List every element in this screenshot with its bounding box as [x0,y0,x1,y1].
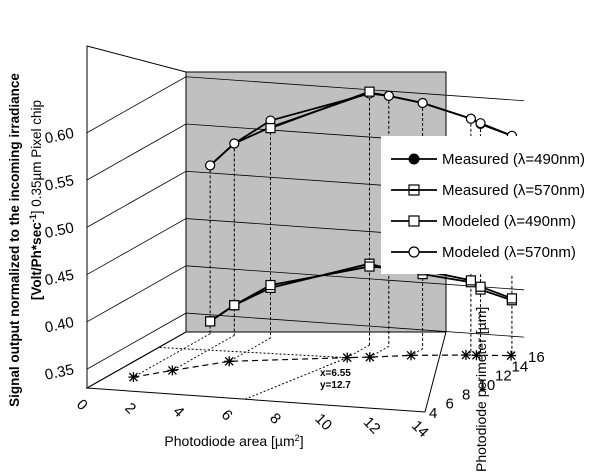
series-line [270,90,370,129]
y-tick-label: 0.40 [43,314,75,337]
legend-label: Modeled (λ=570nm) [442,244,576,261]
z-tick-label: 4 [429,405,437,422]
annotation-y: y=12.7 [320,380,351,391]
z-tick-label: 16 [528,349,545,366]
x-tick-label: 2 [121,400,139,418]
marker-open-square [465,275,476,286]
drop-line-floor [229,337,271,362]
marker-open-square [364,261,375,272]
floor-star-marker [167,365,178,376]
marker-open-circle [475,118,486,129]
annotation-leader [158,346,348,400]
marker-open-circle [229,138,240,149]
y-tick-label: 0.55 [43,172,75,195]
left-wall [86,45,187,389]
marker-half-square-bar [409,189,419,191]
marker-open-circle [408,246,420,258]
marker-open-square [265,123,276,134]
star-stroke [167,365,177,375]
marker-open-square [364,86,375,97]
legend: Measured (λ=490nm) Measured (λ=570nm) Mode… [381,136,614,274]
x-tick-label: 10 [311,410,335,434]
marker-open-circle [205,160,216,171]
marker-open-square [265,279,276,291]
marker-open-circle [417,97,428,109]
drop-line-floor [465,351,472,356]
z-axis-title: Photodiode perimeter [µm] [473,307,489,472]
x-tick-label: 4 [170,403,188,421]
legend-label: Measured (λ=490nm) [442,151,585,168]
z-tick-label: 10 [479,377,496,394]
y-tick-label: 0.60 [43,125,75,148]
annotation-x: x=6.55 [320,368,351,379]
marker-open-square [475,281,486,292]
gridline-5 [86,76,525,134]
drop-line-floor [346,344,370,359]
legend-item: Modeled (λ=490nm) [391,213,576,230]
legend-label: Measured (λ=570nm) [442,182,585,199]
z-tick-label: 12 [495,368,512,385]
x-tick-label: 6 [218,406,236,424]
gridline-1 [86,265,525,323]
gridline-0 [86,312,525,370]
legend-label: Modeled (λ=490nm) [442,213,576,230]
marker-open-square [408,215,420,227]
marker-open-square [229,300,240,311]
y-tick-label: 0.50 [43,219,75,242]
x-tick-label: 12 [360,414,384,438]
z-tick-label: 14 [512,358,529,375]
drop-line-floor [369,346,390,358]
y-axis-title-line2: [Volt/Ph*sec-1] 0.35µm Pixel chip [28,100,44,300]
z-tick-label: 6 [446,396,454,413]
y-tick-label: 0.45 [43,267,75,290]
z-tick-label: 8 [462,386,470,403]
y-tick-label: 0.35 [43,361,75,384]
floor [85,331,447,413]
star-stroke [224,356,234,366]
legend-item: Modeled (λ=570nm) [391,244,576,261]
marker-open-square [506,293,518,304]
legend-item: Measured (λ=490nm) [391,151,585,168]
floor-star-marker [224,356,235,367]
x-tick-label: 0 [73,396,91,414]
x-axis-title: Photodiode area [µm2] [164,433,303,449]
marker-open-circle [383,90,394,101]
marker-open-circle [465,113,476,124]
marker-open-square [205,316,216,327]
x-tick-label: 8 [266,410,284,428]
drop-line-floor [476,352,481,356]
y-axis-title-line1: Signal output normalized to the incoming… [7,73,22,407]
legend-item: Measured (λ=570nm) [391,182,585,199]
marker-filled-circle [408,153,420,165]
drop-line-floor [133,333,211,378]
